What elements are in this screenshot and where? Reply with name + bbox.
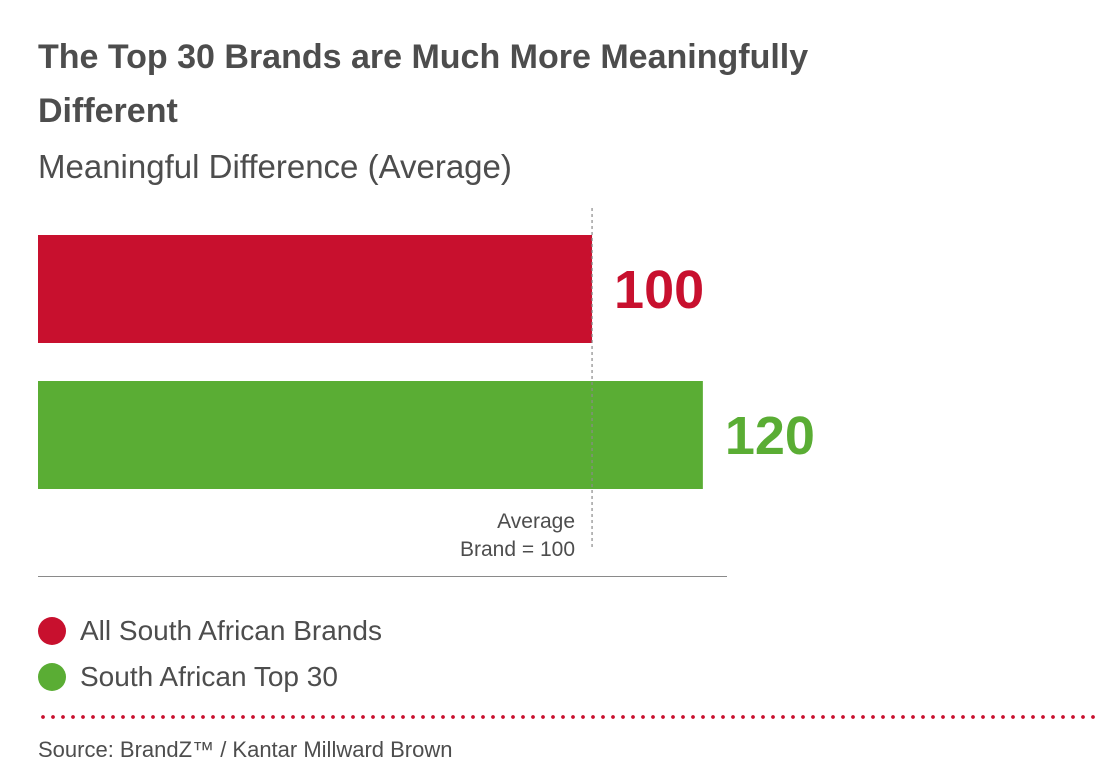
bar-top-30 [38, 381, 703, 489]
legend-item-top-30: South African Top 30 [38, 654, 382, 700]
legend-item-all-brands: All South African Brands [38, 608, 382, 654]
source-note: Source: BrandZ™ / Kantar Millward Brown [38, 737, 453, 762]
dotted-divider [38, 714, 1101, 720]
value-label-top-30: 120 [725, 406, 815, 466]
legend-dot-top-30 [38, 663, 66, 691]
average-note-line1: Average [497, 510, 575, 533]
legend-dot-all-brands [38, 617, 66, 645]
bars-layer [38, 235, 703, 489]
average-note: Average Brand = 100 [375, 508, 575, 564]
value-label-all-brands: 100 [614, 260, 704, 320]
legend-label-top-30: South African Top 30 [80, 661, 338, 692]
chart-subtitle: Meaningful Difference (Average) [38, 148, 512, 185]
chart-title: The Top 30 Brands are Much More Meaningf… [38, 38, 809, 130]
value-labels-layer: 100 120 [614, 260, 815, 466]
chart-legend: All South African Brands South African T… [38, 608, 382, 700]
chart-baseline-rule [38, 576, 727, 577]
bar-all-brands [38, 235, 593, 343]
legend-label-all-brands: All South African Brands [80, 615, 382, 646]
average-note-line2: Brand = 100 [459, 538, 575, 561]
bar-chart: 100 120 [38, 208, 815, 548]
